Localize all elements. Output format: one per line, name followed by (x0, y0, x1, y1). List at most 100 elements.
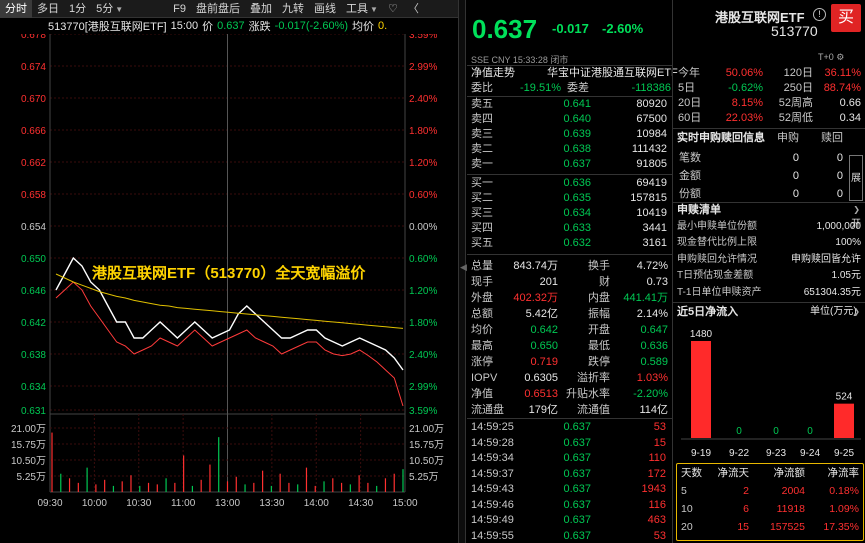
y-tick-left: 0.650 (21, 254, 46, 265)
sub-row: 笔数 0 0 (673, 149, 865, 167)
stat-value: 0.642 (530, 324, 558, 336)
collapse-arrow-icon[interactable]: ◀ (460, 262, 467, 272)
orderbook-row[interactable]: 卖四 0.640 67500 (467, 112, 672, 127)
perf-value: 88.74% (823, 82, 861, 94)
perf-label: 250日 (783, 82, 813, 94)
draw-button[interactable]: 画线 (314, 2, 337, 15)
heart-icon[interactable]: ♡ (387, 2, 398, 15)
sub-label: 金额 (679, 170, 701, 182)
sell-orders: 卖五 0.641 80920 卖四 0.640 67500 卖三 0.639 10984 卖二 0.… (467, 97, 672, 172)
orderbook-row[interactable]: 卖五 0.641 80920 (467, 97, 672, 112)
tools-button[interactable]: 工具 ▼ (341, 0, 383, 18)
divider (467, 65, 672, 66)
perf-value: 36.11% (824, 67, 862, 79)
collapse-icon[interactable]: 〈 (407, 2, 419, 15)
vol-tick-left: 15.75万 (11, 440, 46, 451)
tab-1min[interactable]: 1分 (69, 2, 87, 15)
orderbook-row[interactable]: 卖三 0.639 10984 (467, 127, 672, 142)
chart-title: 港股互联网ETF（513770）全天宽幅溢价 (92, 264, 366, 282)
tick-volume: 53 (653, 529, 666, 542)
series-line (55, 273, 404, 329)
sub-redeem-value: 0 (836, 152, 843, 164)
inflow-bar (834, 403, 854, 438)
stat-value: 1.03% (636, 372, 668, 384)
tab-5min[interactable]: 5分 ▼ (91, 0, 128, 18)
f9-button[interactable]: F9 (173, 2, 187, 15)
tab-multiday[interactable]: 多日 (37, 2, 59, 15)
tab-intraday[interactable]: 分时 (0, 0, 32, 18)
x-tick: 13:00 (215, 498, 240, 509)
inflow-date: 9-23 (766, 448, 786, 459)
net-days: 10 (681, 503, 693, 515)
info-icon[interactable]: ! (813, 8, 826, 21)
webi-value: -19.51% (520, 82, 561, 94)
tick-volume: 1943 (641, 483, 666, 495)
tick-row: 14:59:46 0.637 116 (467, 498, 672, 514)
order-level: 买三 (471, 207, 493, 219)
perf-row: 今年 50.06% 120日 36.11% (673, 66, 865, 81)
webi-label: 委比 (471, 82, 493, 94)
creation-row: 申购赎回允许情况 申购赎回皆允许 (673, 252, 865, 268)
tick-row: 14:59:37 0.637 172 (467, 467, 672, 483)
stat-row: 现手 201 财 0.73 (467, 274, 672, 290)
order-price: 0.640 (563, 113, 591, 125)
nine-turn-button[interactable]: 九转 (282, 2, 305, 15)
expand-side-button[interactable]: 展开 (849, 155, 863, 230)
creation-list-header[interactable]: 申赎清单 ❯ (673, 202, 865, 218)
premarket-button[interactable]: 盘前盘后 (196, 2, 241, 15)
panel-splitter[interactable]: ◀ (458, 0, 467, 543)
net-flow-amount: 2004 (781, 485, 805, 497)
divider (467, 174, 672, 175)
sub-redeem-value: 0 (836, 170, 843, 182)
nav-header: 净值走势 华宝中证港股通互联网ETF 委比 -19.51% 委差 -118386 (467, 66, 678, 96)
orderbook-row[interactable]: 买四 0.633 3441 (467, 221, 672, 236)
stat-label: 升贴水率 (566, 388, 610, 400)
stat-row: 涨停 0.719 跌停 0.589 (467, 354, 672, 370)
y-tick-right: 0.60% (409, 254, 437, 265)
order-price: 0.635 (563, 192, 591, 204)
chart-info-bar: 513770[港股互联网ETF] 15:00 价 0.637 涨跌 -0.017… (0, 18, 458, 34)
nav-trend-link[interactable]: 净值走势 (471, 67, 515, 79)
chart-toolbar: 分时 多日 1分 5分 ▼ F9 盘前盘后 叠加 九转 画线 工具 ▼ ♡ 〈 (0, 0, 458, 18)
tick-row: 14:59:28 0.637 15 (467, 436, 672, 452)
stat-label: 流通值 (577, 404, 610, 416)
stat-label: 总额 (471, 308, 493, 320)
orderbook-row[interactable]: 买二 0.635 157815 (467, 191, 672, 206)
orderbook-row[interactable]: 买五 0.632 3161 (467, 236, 672, 251)
orderbook-row[interactable]: 卖二 0.638 111432 (467, 142, 672, 157)
net-col-header: 净流天 (717, 467, 750, 479)
x-tick: 10:00 (82, 498, 107, 509)
buy-button[interactable]: 买 (831, 4, 861, 32)
divider (467, 418, 672, 419)
sub-col-buy: 申购 (777, 132, 799, 144)
orderbook-row[interactable]: 买三 0.634 10419 (467, 206, 672, 221)
net-flow-days: 6 (743, 503, 749, 515)
intraday-chart[interactable]: 0.678 3.59% 0.674 2.99% 0.670 2.40% 0.666 1.80%… (0, 30, 458, 543)
flow-unit: 单位(万元) (810, 306, 857, 317)
divider (467, 96, 672, 97)
settings-icon[interactable]: ⚙ (836, 52, 845, 62)
orderbook-row[interactable]: 买一 0.636 69419 (467, 176, 672, 191)
net-row: 20 15 157525 17.35% (677, 518, 863, 536)
stat-value: 0.719 (530, 356, 558, 368)
creation-value: 100% (835, 237, 861, 249)
stat-value: 0.650 (530, 340, 558, 352)
overlay-button[interactable]: 叠加 (250, 2, 273, 15)
tick-row: 14:59:55 0.637 53 (467, 529, 672, 543)
flow-header[interactable]: 近5日净流入 单位(万元) ❯ (673, 304, 865, 320)
x-tick: 09:30 (37, 498, 62, 509)
orderbook-row[interactable]: 卖一 0.637 91805 (467, 157, 672, 172)
creation-list: 最小申赎单位份额 1,000,000 现金替代比例上限 100% 申购赎回允许情况 申购赎… (673, 219, 865, 301)
net-days: 5 (681, 485, 687, 497)
stat-label: 跌停 (588, 356, 610, 368)
tick-time: 14:59:28 (471, 436, 514, 449)
order-price: 0.633 (563, 222, 591, 234)
stat-label: 财 (599, 276, 610, 288)
y-tick-right: 3.59% (409, 406, 437, 417)
tick-list[interactable]: 14:59:25 0.637 53 14:59:28 0.637 15 14:59:34 0.… (467, 420, 672, 543)
net-col-header: 净流额 (773, 467, 806, 479)
stat-value: 0.636 (640, 340, 668, 352)
info-price: 0.637 (217, 20, 245, 32)
creation-label: T日预估现金差额 (677, 270, 754, 282)
order-volume: 67500 (636, 113, 667, 125)
